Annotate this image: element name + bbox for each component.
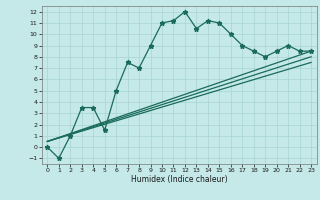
X-axis label: Humidex (Indice chaleur): Humidex (Indice chaleur) [131, 175, 228, 184]
